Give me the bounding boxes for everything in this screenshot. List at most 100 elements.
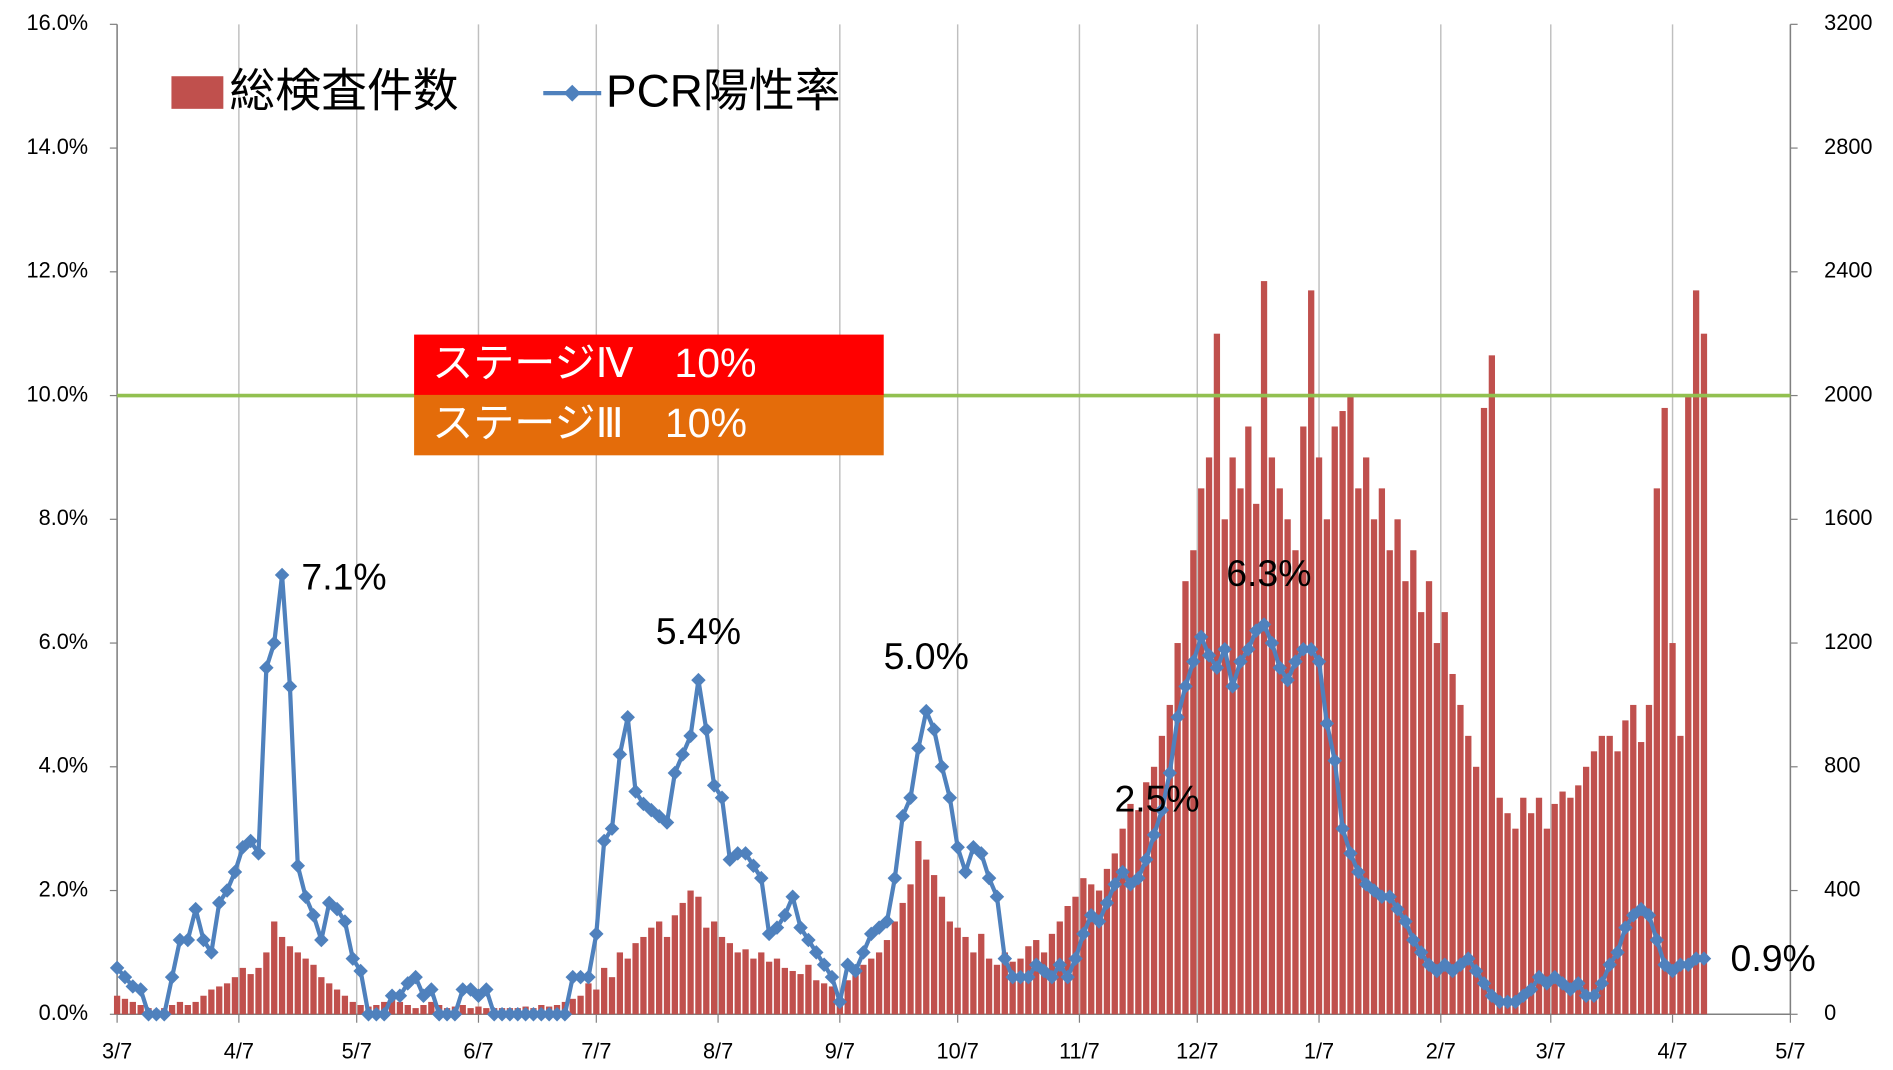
line-marker (1225, 679, 1240, 694)
bar (726, 943, 733, 1015)
line-marker (1099, 895, 1115, 911)
line-marker (699, 722, 714, 737)
bar (679, 902, 686, 1015)
bar (1064, 906, 1071, 1015)
x-tick-label: 7/7 (581, 1039, 611, 1064)
bar (1190, 550, 1197, 1015)
bar (200, 995, 207, 1015)
grid (109, 23, 1798, 1023)
line-marker (180, 932, 196, 948)
line-marker (1209, 660, 1225, 676)
bar (1315, 457, 1323, 1015)
bar (1637, 742, 1645, 1015)
bar (781, 967, 788, 1015)
line-layer (109, 567, 1712, 1022)
line-marker (1068, 951, 1083, 966)
bar (1347, 395, 1354, 1015)
bar (1504, 813, 1511, 1015)
line-marker (1523, 982, 1539, 997)
bar (1284, 519, 1291, 1015)
line-marker (1280, 672, 1295, 688)
stage-label: ステージⅢ 10% (432, 400, 747, 446)
line-marker (1013, 969, 1028, 985)
y2-tick-label: 1200 (1824, 629, 1872, 654)
line-marker (777, 908, 793, 923)
x-tick-label: 2/7 (1426, 1039, 1456, 1064)
line-marker (369, 1007, 384, 1022)
y2-tick-label: 0 (1824, 1000, 1836, 1025)
line-marker (738, 846, 753, 861)
line-marker (1610, 945, 1625, 960)
bar (1425, 581, 1433, 1015)
x-tick-label: 12/7 (1176, 1039, 1218, 1064)
bar (1127, 803, 1134, 1015)
bar (1606, 735, 1613, 1015)
line-marker (1390, 901, 1405, 917)
line-marker (1319, 716, 1335, 731)
y2-tick-label: 800 (1824, 753, 1860, 778)
bar (1276, 488, 1283, 1015)
bar (1174, 643, 1181, 1015)
line-marker (251, 846, 266, 861)
bar (341, 995, 349, 1015)
bar (1669, 643, 1676, 1015)
y-tick-label: 4.0% (39, 753, 89, 778)
line-marker (604, 821, 620, 836)
bar (1700, 333, 1708, 1015)
bar (1292, 550, 1299, 1015)
y-tick-label: 14.0% (27, 134, 89, 159)
line-marker (1641, 908, 1657, 923)
line-marker (926, 722, 942, 737)
bar (1535, 797, 1543, 1015)
line-marker (353, 963, 368, 979)
line-marker (117, 969, 133, 985)
line-marker (204, 945, 219, 960)
bar (1001, 952, 1008, 1015)
bar (396, 1001, 404, 1015)
bar (223, 983, 231, 1015)
bar (176, 1001, 184, 1015)
line-marker (950, 839, 965, 855)
bar (1386, 550, 1393, 1015)
bar (742, 949, 749, 1015)
line-marker (290, 858, 306, 874)
x-tick-label: 6/7 (463, 1039, 493, 1064)
bar (1630, 704, 1637, 1015)
y-tick-label: 16.0% (27, 10, 89, 35)
bar (915, 841, 922, 1015)
bar (1370, 519, 1378, 1015)
bar (1512, 828, 1519, 1015)
bar (616, 952, 624, 1015)
bar (805, 964, 812, 1015)
line-marker (1217, 641, 1233, 657)
line-marker (431, 1007, 447, 1022)
bar (184, 1005, 191, 1015)
line-marker (1272, 660, 1288, 676)
line-marker (518, 1007, 533, 1022)
bar (820, 983, 828, 1015)
x-tick-label: 5/7 (1775, 1039, 1805, 1064)
bar (907, 884, 914, 1015)
bar (263, 952, 270, 1015)
line-marker (683, 728, 698, 744)
line-marker (534, 1007, 549, 1022)
line-marker (1303, 641, 1319, 657)
bar (883, 940, 891, 1015)
line-marker (133, 982, 148, 997)
legend-swatch (171, 76, 224, 109)
bar (113, 995, 121, 1015)
bar (1402, 581, 1409, 1015)
bar (1088, 884, 1095, 1015)
bar (1433, 643, 1441, 1015)
line-marker (1571, 976, 1586, 991)
line-marker (667, 765, 683, 781)
bar (1527, 813, 1535, 1015)
bar (1339, 411, 1346, 1015)
legend-label: PCR陽性率 (606, 64, 840, 116)
line-marker (1382, 889, 1397, 904)
bar (750, 958, 757, 1015)
bar (1473, 766, 1480, 1015)
bar (1614, 751, 1621, 1015)
line-marker (714, 790, 730, 805)
bar (1040, 952, 1048, 1015)
